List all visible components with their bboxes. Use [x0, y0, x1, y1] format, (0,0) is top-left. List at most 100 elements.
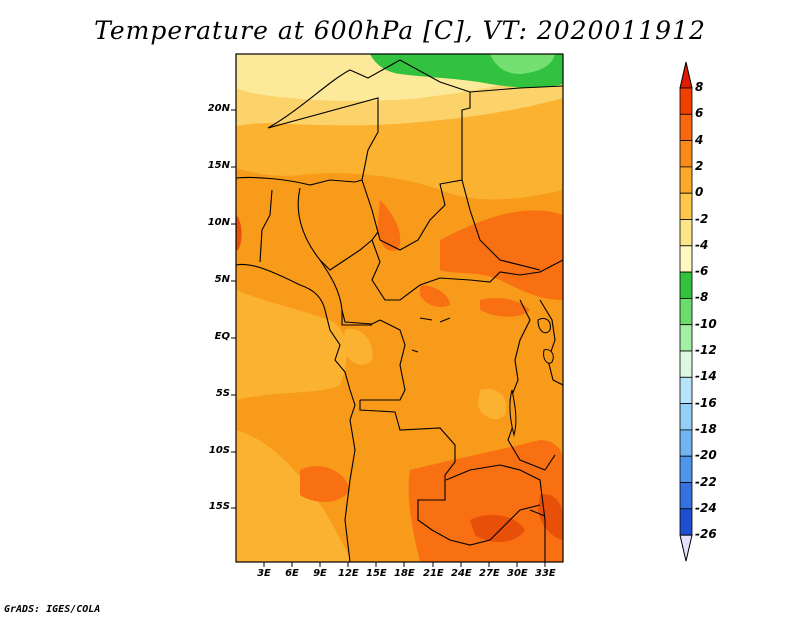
colorbar-level-label: -10 [695, 316, 717, 331]
lon-tick-label: 24E [451, 568, 472, 579]
colorbar-level-label: -2 [695, 211, 709, 226]
map-frame [235, 53, 564, 563]
field-warm-patch-6 [408, 440, 563, 562]
colorbar-level-label: 2 [695, 158, 704, 173]
lon-ticks [263, 562, 546, 567]
temperature-field [236, 54, 563, 562]
lon-tick-label: 15E [366, 568, 387, 579]
colorbar-level-label: -22 [695, 474, 717, 489]
colorbar-level-label: 8 [695, 80, 704, 94]
colorbar-box [679, 508, 693, 536]
grads-credit: GrADS: IGES/COLA [4, 604, 101, 615]
colorbar-level-label: -18 [695, 421, 717, 436]
border-nigeria [297, 187, 379, 271]
colorbar-box [679, 403, 693, 431]
field-warm-patch-3 [420, 285, 450, 307]
colorbar-box [679, 271, 693, 299]
colorbar-level-label: -24 [695, 500, 717, 515]
lat-tick-label: 15S [208, 501, 230, 512]
field-warm-patch-1 [377, 200, 401, 251]
lat-tick-label: 5N [214, 274, 230, 285]
border-egypt-sudan [469, 85, 563, 93]
lat-tick-label: 10N [207, 217, 230, 228]
colorbar-level-label: 4 [695, 132, 704, 147]
colorbar-level-label: -8 [695, 290, 709, 305]
colorbar [679, 61, 693, 562]
river-segments [411, 317, 451, 353]
lat-tick-label: 15N [207, 160, 230, 171]
country-borders [236, 59, 563, 562]
colorbar-box [679, 455, 693, 483]
colorbar-level-label: -12 [695, 343, 717, 357]
field-warm-patch-2 [440, 210, 563, 300]
border-kenya [539, 299, 563, 386]
field-southwest-light [236, 430, 350, 562]
lat-tick-label: 5S [215, 388, 230, 399]
colorbar-box [679, 219, 693, 247]
field-warm-patch-8 [538, 494, 563, 540]
lat-tick-label: EQ [214, 331, 230, 342]
lon-tick-label: 27E [479, 568, 500, 579]
coastline-southwest [344, 389, 356, 562]
border-congo [360, 319, 406, 401]
colorbar-level-label: -16 [695, 395, 717, 410]
colorbar-level-label: -20 [695, 448, 717, 463]
border-sahel [236, 176, 363, 186]
field-warm-patch-7 [470, 514, 525, 542]
field-warm-patch-4 [480, 298, 530, 317]
colorbar-box [679, 350, 693, 378]
colorbar-level-label: -4 [695, 237, 709, 252]
colorbar-bottom-arrow [679, 534, 693, 562]
lon-tick-label: 18E [394, 568, 415, 579]
border-gabon [341, 310, 372, 326]
lon-tick-label: 3E [257, 568, 271, 579]
lon-tick-label: 6E [285, 568, 299, 579]
field-west-light [236, 290, 347, 400]
colorbar-box [679, 192, 693, 220]
lake-kyoga [543, 349, 554, 364]
field-light-patch-1 [478, 389, 507, 420]
border-sudan-south [461, 179, 541, 271]
border-cameroon [319, 259, 381, 325]
colorbar-level-label: 6 [695, 106, 704, 121]
colorbar-level-label: -26 [695, 527, 717, 542]
colorbar-level-label: -14 [695, 369, 717, 384]
map-title: Temperature at 600hPa [C], VT: 202001191… [94, 16, 706, 45]
lake-kariba [529, 509, 546, 517]
border-chad-niger [267, 59, 471, 251]
lon-tick-label: 30E [507, 568, 528, 579]
colorbar-box [679, 166, 693, 194]
colorbar-box [679, 87, 693, 115]
colorbar-top-arrow [679, 61, 693, 89]
coastline-west [236, 263, 351, 391]
lat-tick-label: 20N [207, 103, 230, 114]
colorbar-box [679, 113, 693, 142]
border-drc-south [359, 400, 541, 546]
lat-tick-label: 10S [208, 445, 230, 456]
colorbar-box [679, 324, 693, 352]
border-zambia [445, 464, 546, 562]
field-band-green-light [490, 54, 555, 74]
colorbar-level-label: 0 [695, 185, 704, 200]
colorbar-box [679, 376, 693, 404]
field-warm-patch-9 [236, 215, 242, 250]
colorbar-box [679, 140, 693, 168]
colorbar-box [679, 245, 693, 273]
lake-victoria [537, 317, 551, 334]
lon-tick-label: 33E [535, 568, 556, 579]
colorbar-level-label: -6 [695, 264, 709, 279]
border-car [371, 239, 563, 301]
colorbar-box [679, 429, 693, 457]
lakes [411, 317, 554, 517]
colorbar-box [679, 297, 693, 326]
colorbar-box [679, 482, 693, 510]
lon-tick-label: 9E [313, 568, 327, 579]
border-benin [259, 189, 273, 263]
lake-tanganyika [509, 389, 517, 437]
lon-tick-label: 12E [338, 568, 359, 579]
field-light-patch-2 [343, 329, 373, 365]
field-warm-patch-5 [300, 466, 350, 502]
lat-ticks [231, 109, 236, 509]
lon-tick-label: 21E [423, 568, 444, 579]
